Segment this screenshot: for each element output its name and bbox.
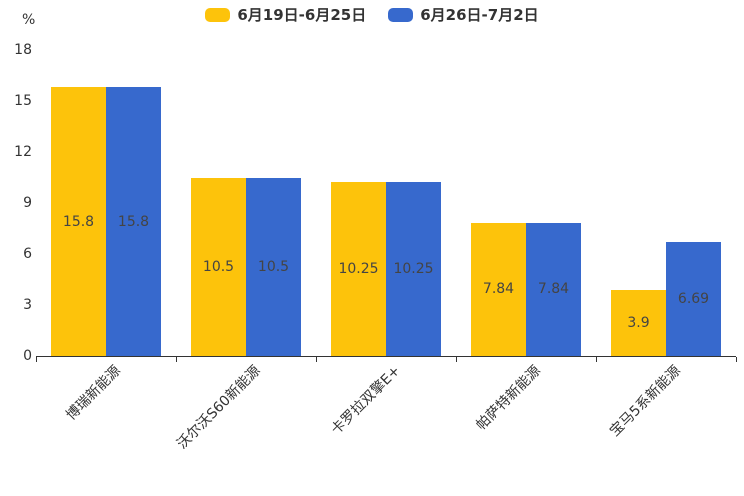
x-axis-tick: [36, 357, 37, 362]
legend-label: 6月26日-7月2日: [420, 6, 539, 24]
bar-series-2: [526, 222, 581, 356]
legend-item[interactable]: 6月26日-7月2日: [388, 6, 539, 24]
y-tick-label: 3: [23, 297, 32, 313]
y-tick-label: 15: [14, 93, 32, 109]
x-axis-tick: [316, 357, 317, 362]
bar-series-1: [191, 177, 246, 356]
x-tick-label: 博瑞新能源: [63, 362, 125, 424]
bar-series-2: [106, 87, 161, 356]
x-axis-tick: [456, 357, 457, 362]
bar-series-2: [386, 181, 441, 356]
x-tick-label: 帕萨特新能源: [473, 362, 545, 434]
y-tick-label: 6: [23, 246, 32, 262]
legend-swatch: [388, 8, 414, 22]
bar-series-1: [331, 181, 386, 356]
bar-series-1: [471, 222, 526, 356]
bar-series-1: [611, 289, 666, 356]
y-tick-label: 9: [23, 195, 32, 211]
legend-swatch: [205, 8, 231, 22]
legend-item[interactable]: 6月19日-6月25日: [205, 6, 366, 24]
legend: 6月19日-6月25日 6月26日-7月2日: [0, 6, 744, 24]
legend-label: 6月19日-6月25日: [237, 6, 367, 24]
y-tick-label: 12: [14, 144, 32, 160]
x-tick-label: 沃尔沃S60新能源: [174, 362, 265, 453]
y-axis-unit: %: [22, 12, 36, 28]
x-axis-tick: [596, 357, 597, 362]
y-tick-label: 18: [14, 42, 32, 58]
x-axis-tick: [736, 357, 737, 362]
bar-series-2: [666, 242, 721, 356]
bar-series-2: [246, 177, 301, 356]
bar-series-1: [51, 87, 106, 356]
x-tick-label: 宝马5系新能源: [607, 362, 685, 440]
x-axis-tick: [176, 357, 177, 362]
x-tick-label: 卡罗拉双擎E+: [328, 362, 405, 439]
y-tick-label: 0: [23, 348, 32, 364]
x-axis-line: [36, 356, 736, 357]
